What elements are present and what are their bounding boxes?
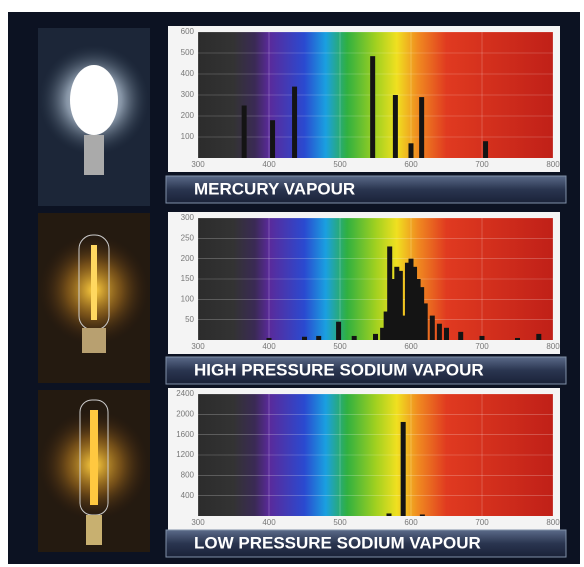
bulb-base: [82, 328, 106, 353]
chart-title: MERCURY VAPOUR: [194, 179, 355, 198]
spectral-line: [409, 143, 414, 158]
spectral-line: [483, 141, 488, 158]
x-tick-label: 600: [404, 160, 418, 169]
spectral-line: [458, 332, 463, 340]
spectral-line: [270, 120, 275, 158]
bulb-panels: [38, 28, 150, 552]
arc-tube: [91, 245, 97, 320]
x-tick-label: 300: [191, 342, 205, 351]
y-tick-label: 800: [181, 470, 195, 479]
chart-title: HIGH PRESSURE SODIUM VAPOUR: [194, 360, 484, 379]
spectral-line: [292, 87, 297, 158]
spectral-line: [393, 95, 398, 158]
y-tick-label: 250: [181, 233, 195, 242]
y-tick-label: 2400: [176, 389, 194, 398]
y-tick-label: 200: [181, 111, 195, 120]
y-tick-label: 150: [181, 274, 195, 283]
y-tick-label: 2000: [176, 409, 194, 418]
y-tick-label: 50: [185, 315, 194, 324]
x-tick-label: 500: [333, 160, 347, 169]
y-tick-label: 1200: [176, 450, 194, 459]
x-tick-label: 800: [546, 160, 560, 169]
x-tick-label: 400: [262, 160, 276, 169]
x-tick-label: 800: [546, 518, 560, 527]
spectral-line: [401, 422, 406, 516]
spectral-line: [242, 106, 247, 159]
y-tick-label: 600: [181, 27, 195, 36]
x-tick-label: 300: [191, 160, 205, 169]
y-tick-label: 300: [181, 90, 195, 99]
spectral-line: [536, 334, 541, 340]
spectral-line: [302, 337, 307, 340]
y-tick-label: 1600: [176, 430, 194, 439]
x-tick-label: 600: [404, 342, 418, 351]
x-tick-label: 700: [475, 342, 489, 351]
spectral-line: [419, 97, 424, 158]
spectral-line: [444, 328, 449, 340]
x-tick-label: 700: [475, 160, 489, 169]
x-tick-label: 500: [333, 342, 347, 351]
spectral-line: [267, 338, 272, 340]
y-tick-label: 300: [181, 213, 195, 222]
spectral-line: [316, 336, 321, 340]
x-tick-label: 600: [404, 518, 418, 527]
spectral-line: [515, 338, 520, 340]
spectral-line: [386, 513, 391, 516]
infographic: 100 200 300 400 500 600 300 400 500 600 700 800 MERC…: [0, 0, 584, 567]
y-tick-label: 400: [181, 491, 195, 500]
spectral-line: [373, 334, 378, 340]
bulb-base: [84, 135, 104, 175]
spectral-line: [370, 56, 375, 158]
y-tick-label: 200: [181, 254, 195, 263]
y-tick-label: 100: [181, 132, 195, 141]
spectral-line: [423, 303, 428, 340]
y-tick-label: 100: [181, 294, 195, 303]
bulb: [70, 65, 118, 135]
chart-title: LOW PRESSURE SODIUM VAPOUR: [194, 533, 481, 552]
spectral-line: [480, 336, 485, 340]
arc-tube: [90, 410, 98, 505]
x-tick-label: 700: [475, 518, 489, 527]
bulb-base: [86, 515, 102, 545]
spectral-line: [336, 322, 341, 340]
spectral-line: [430, 316, 435, 340]
x-tick-label: 800: [546, 342, 560, 351]
spectral-line: [352, 336, 357, 340]
x-tick-label: 300: [191, 518, 205, 527]
spectral-line: [437, 324, 442, 340]
x-tick-label: 400: [262, 342, 276, 351]
x-tick-label: 400: [262, 518, 276, 527]
x-tick-label: 500: [333, 518, 347, 527]
spectral-line: [420, 514, 425, 516]
y-tick-label: 400: [181, 69, 195, 78]
y-tick-label: 500: [181, 48, 195, 57]
